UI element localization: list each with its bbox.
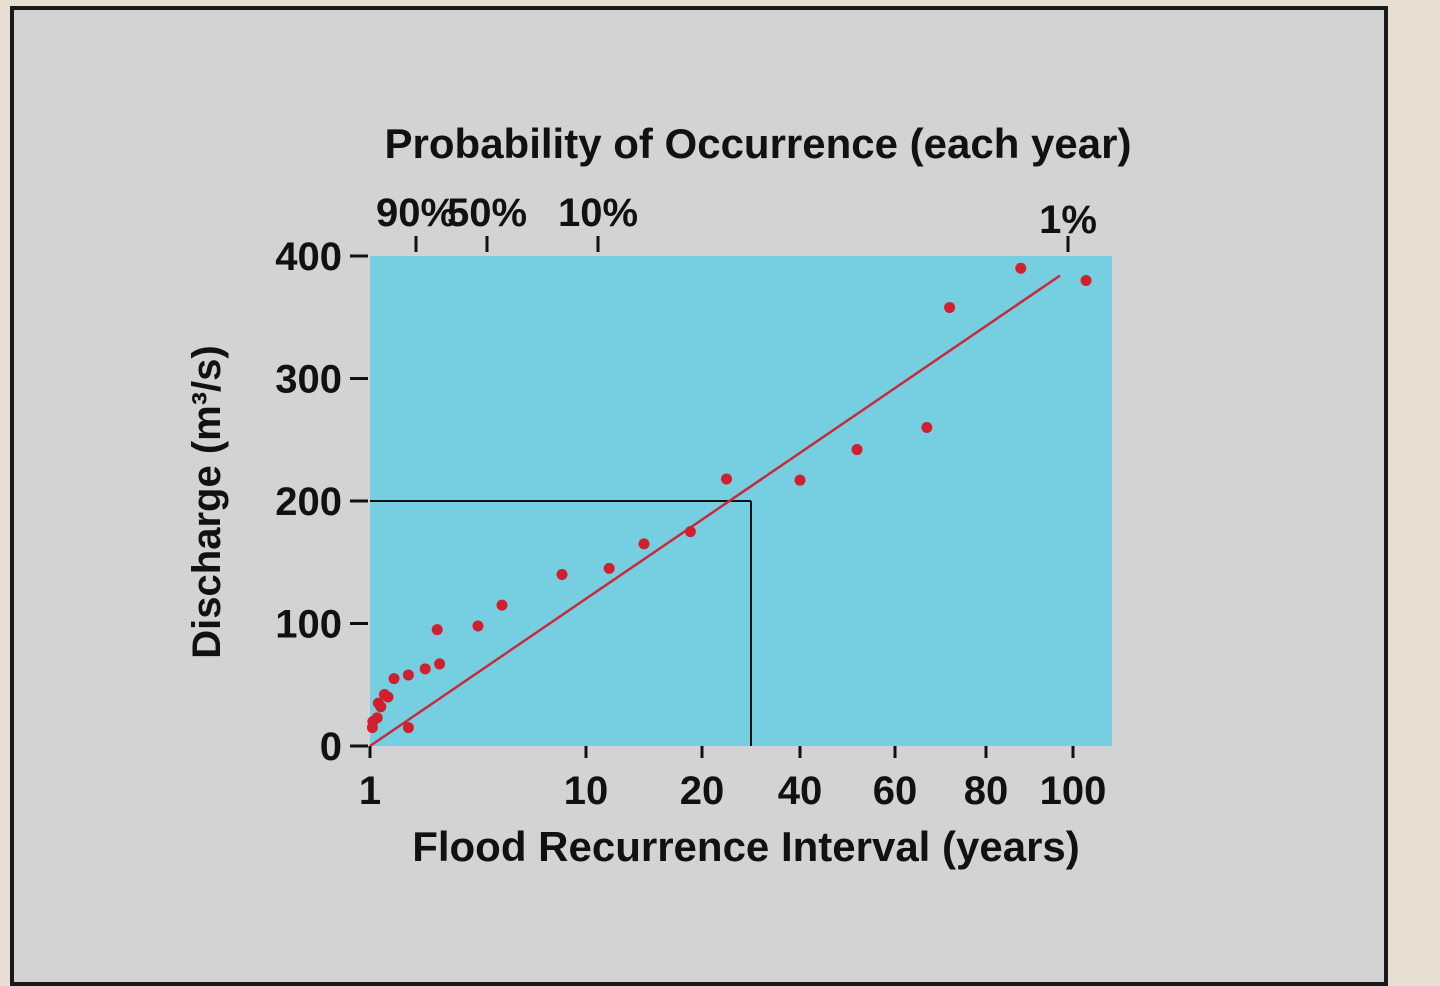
data-point xyxy=(402,722,414,734)
data-point xyxy=(375,701,387,713)
data-point xyxy=(382,691,394,703)
x-tick-label: 100 xyxy=(1040,769,1107,813)
data-point xyxy=(921,422,933,433)
y-axis-ticks: 0 100 200 300 400 xyxy=(275,235,368,769)
data-point xyxy=(944,301,956,313)
top-tick-label: 50% xyxy=(447,191,527,235)
data-point xyxy=(472,620,484,632)
x-axis-title: Flood Recurrence Interval (years) xyxy=(412,823,1080,870)
data-point xyxy=(431,624,443,636)
top-tick-label: 1% xyxy=(1039,198,1097,242)
x-tick-label: 80 xyxy=(964,769,1009,813)
data-point xyxy=(721,473,732,485)
x-tick-label: 60 xyxy=(873,769,918,813)
data-point xyxy=(434,658,446,670)
top-axis-ticks: 90%50% 10% 1% xyxy=(376,191,1097,252)
data-point xyxy=(496,599,508,611)
data-point xyxy=(402,669,414,681)
reference-lines xyxy=(370,500,752,746)
top-tick-label: 90% xyxy=(376,191,456,235)
y-tick-label: 300 xyxy=(275,358,342,402)
data-point xyxy=(851,444,863,456)
y-tick-label: 0 xyxy=(320,725,342,769)
data-point xyxy=(638,538,650,550)
y-tick-label: 100 xyxy=(275,603,342,647)
data-point xyxy=(371,712,383,724)
x-tick-label: 20 xyxy=(680,769,725,813)
x-axis-ticks: 1 10 20 40 60 80 100 xyxy=(359,746,1107,813)
top-tick-label: 10% xyxy=(558,191,638,235)
data-points xyxy=(366,262,1092,734)
data-point xyxy=(794,474,806,486)
data-point xyxy=(388,673,400,685)
x-tick-label: 40 xyxy=(778,769,823,813)
y-tick-label: 400 xyxy=(275,235,342,279)
y-axis-title: Discharge (m³/s) xyxy=(185,345,229,658)
top-axis-title: Probability of Occurrence (each year) xyxy=(385,120,1132,167)
data-point xyxy=(556,569,568,580)
x-tick-label: 10 xyxy=(564,769,609,813)
data-point xyxy=(684,526,696,538)
x-tick-label: 1 xyxy=(359,769,381,813)
data-point xyxy=(603,562,615,574)
data-point xyxy=(1015,262,1027,274)
data-point xyxy=(1080,275,1092,286)
y-tick-label: 200 xyxy=(275,480,342,524)
data-point xyxy=(419,663,431,675)
trend-line xyxy=(369,274,1061,748)
